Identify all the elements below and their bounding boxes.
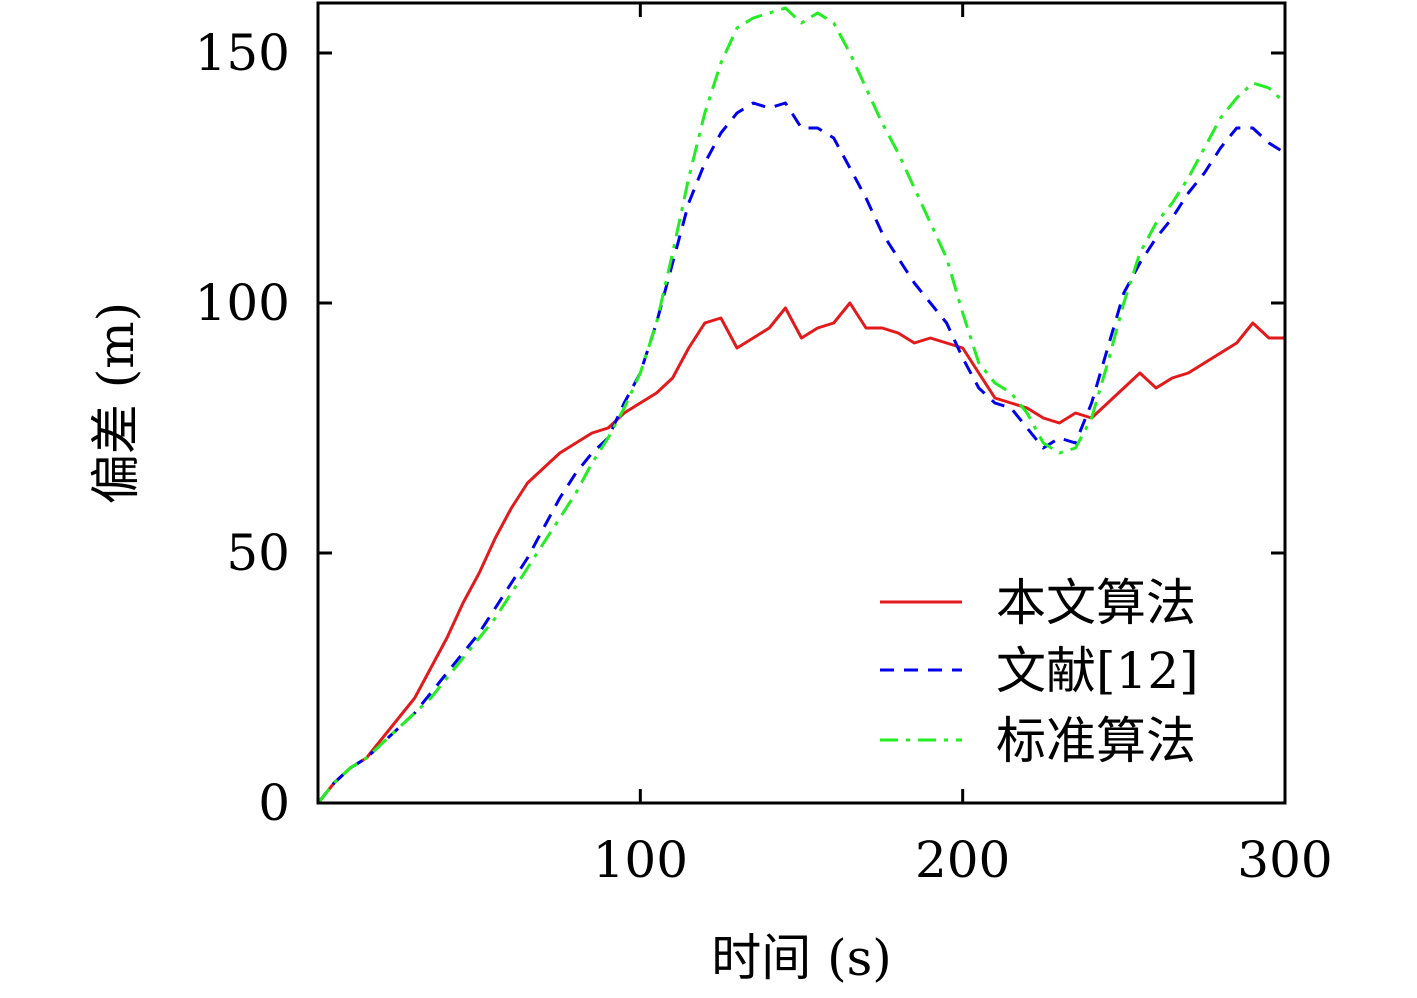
x-tick-label: 300 [1237,831,1332,889]
y-tick-label: 0 [258,774,290,832]
x-tick-label: 200 [915,831,1010,889]
series-layer [316,6,1287,804]
y-tick-label: 50 [226,524,290,582]
y-tick-label: 150 [195,24,290,82]
tick-layer: 0 50 100 150 100 200 300 [195,3,1333,889]
y-axis-label: 偏差 (m) [87,302,145,504]
x-axis-label: 时间 (s) [711,929,892,987]
series-line-2 [316,101,1286,804]
legend-label-2: 文献[12] [996,642,1199,700]
series-line-1 [316,301,1285,804]
legend-label-3: 标准算法 [996,712,1196,770]
plot-frame [316,1,1287,805]
y-tick-label: 100 [195,274,290,332]
series-line-3 [316,6,1287,804]
legend-label-1: 本文算法 [996,574,1196,632]
x-tick-label: 100 [593,831,688,889]
